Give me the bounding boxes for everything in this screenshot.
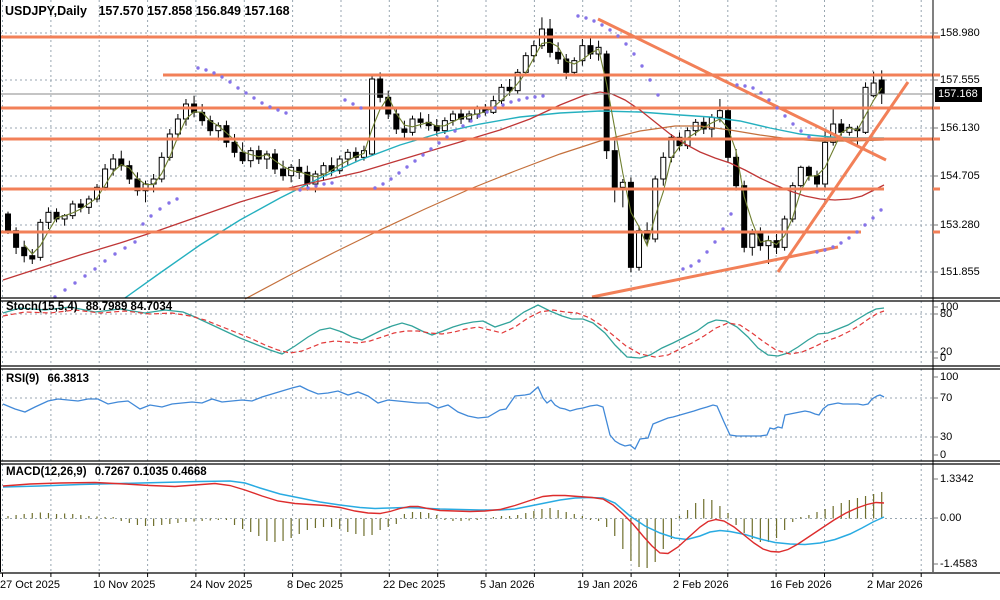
price-axis-label: 30 [940, 430, 953, 443]
price-axis-label: 0 [940, 351, 947, 364]
price-axis-label: -1.4583 [940, 557, 978, 570]
price-axis-label: 100 [940, 300, 959, 313]
price-axis-label: 70 [940, 391, 953, 404]
price-axis-label: 154.705 [940, 169, 980, 182]
macd-label: MACD(12,26,9) 0.7267 0.1035 0.4668 [6, 466, 207, 478]
price-axis-label: 157.555 [940, 73, 980, 86]
time-axis-label: 16 Feb 2026 [770, 579, 832, 591]
rsi-label: RSI(9) 66.3813 [6, 373, 90, 385]
current-price-tag: 157.168 [935, 87, 982, 102]
ohlc-values: 157.570 157.858 156.849 157.168 [98, 4, 290, 18]
chart-title: USDJPY,Daily 157.570 157.858 156.849 157… [5, 4, 290, 18]
price-axis-label: 0 [940, 448, 947, 461]
price-axis-label: 100 [940, 370, 959, 383]
time-axis[interactable]: 27 Oct 2025 10 Nov 2025 24 Nov 2025 8 Dec 2… [0, 573, 1000, 600]
symbol-period-label: USDJPY,Daily [5, 4, 87, 18]
time-axis-label: 2 Mar 2026 [867, 579, 923, 591]
price-axis-label: 1.3342 [940, 472, 974, 485]
price-axis-label: 80 [940, 307, 953, 320]
time-axis-label: 22 Dec 2025 [383, 579, 446, 591]
stochastic-label: Stoch(15,5,4) 88.7989 84.7034 [6, 301, 173, 313]
price-axis-label: 151.855 [940, 265, 980, 278]
price-axis-label: 153.280 [940, 218, 980, 231]
price-axis-label: 20 [940, 345, 953, 358]
price-axis-label: 156.130 [940, 121, 980, 134]
time-axis-label: 24 Nov 2025 [190, 579, 253, 591]
time-axis-label: 8 Dec 2025 [287, 579, 344, 591]
time-axis-label: 27 Oct 2025 [0, 579, 60, 591]
time-axis-label: 10 Nov 2025 [93, 579, 156, 591]
time-axis-label: 2 Feb 2026 [673, 579, 729, 591]
time-axis-label: 19 Jan 2026 [577, 579, 638, 591]
price-axis-label: 0.00 [940, 511, 962, 524]
time-axis-label: 5 Jan 2026 [480, 579, 535, 591]
price-axis-label: 158.980 [940, 26, 980, 39]
price-axis[interactable]: 158.980 157.555 156.130 154.705 153.280 151.8… [933, 0, 1000, 573]
